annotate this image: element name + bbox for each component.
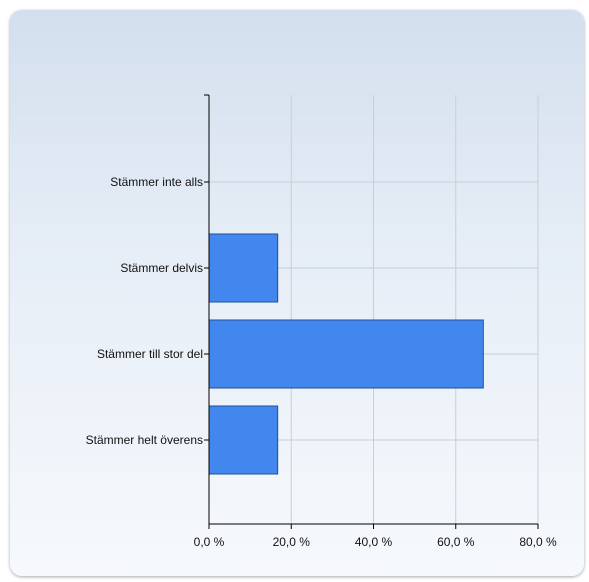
axes <box>204 94 539 529</box>
bars <box>208 233 484 475</box>
category-label: Stämmer helt överens <box>86 433 203 447</box>
x-tick-label: 0,0 % <box>194 535 225 549</box>
x-tick-label: 60,0 % <box>437 535 475 549</box>
chart-panel <box>10 10 584 576</box>
bar <box>208 233 279 303</box>
category-label: Stämmer delvis <box>120 261 203 275</box>
x-tick-label: 20,0 % <box>273 535 311 549</box>
x-tick-label: 40,0 % <box>355 535 393 549</box>
labels: 0,0 % 20,0 % 40,0 % 60,0 % 80,0 % Stämmer int… <box>86 175 557 549</box>
bar <box>208 319 484 389</box>
x-tick-label: 80,0 % <box>519 535 557 549</box>
category-label: Stämmer till stor del <box>97 347 203 361</box>
bar <box>208 405 279 475</box>
category-label: Stämmer inte alls <box>110 175 203 189</box>
